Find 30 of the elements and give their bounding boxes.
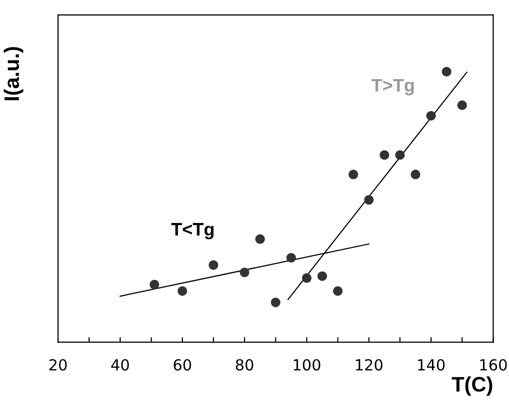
point (302, 273, 312, 283)
point (380, 150, 390, 160)
point (255, 234, 265, 244)
x-tick-label: 100 (294, 359, 320, 371)
x-tick-label: 40 (111, 359, 129, 371)
point (286, 252, 296, 263)
x-tick-label: 160 (480, 359, 507, 371)
point (150, 280, 160, 290)
x-tick-label: 140 (418, 359, 445, 371)
x-tick-label: 120 (356, 359, 382, 371)
point (178, 286, 188, 296)
point (442, 66, 452, 77)
x-axis-title: T(C) (452, 376, 492, 396)
point (410, 170, 420, 180)
annotation: T>Tg (372, 79, 414, 96)
x-tick-label: 20 (49, 359, 67, 371)
point (317, 271, 328, 281)
annotation: T<Tg (171, 223, 214, 240)
point (270, 298, 280, 308)
point (348, 170, 358, 180)
point (364, 195, 374, 205)
point (208, 260, 218, 270)
point (240, 268, 250, 278)
x-tick-label: 80 (236, 359, 254, 371)
point (395, 150, 405, 160)
x-tick-label: 60 (174, 359, 192, 371)
point (457, 100, 467, 110)
y-axis-title: I(a.u.) (4, 47, 24, 100)
point (426, 110, 436, 121)
point (332, 286, 343, 296)
